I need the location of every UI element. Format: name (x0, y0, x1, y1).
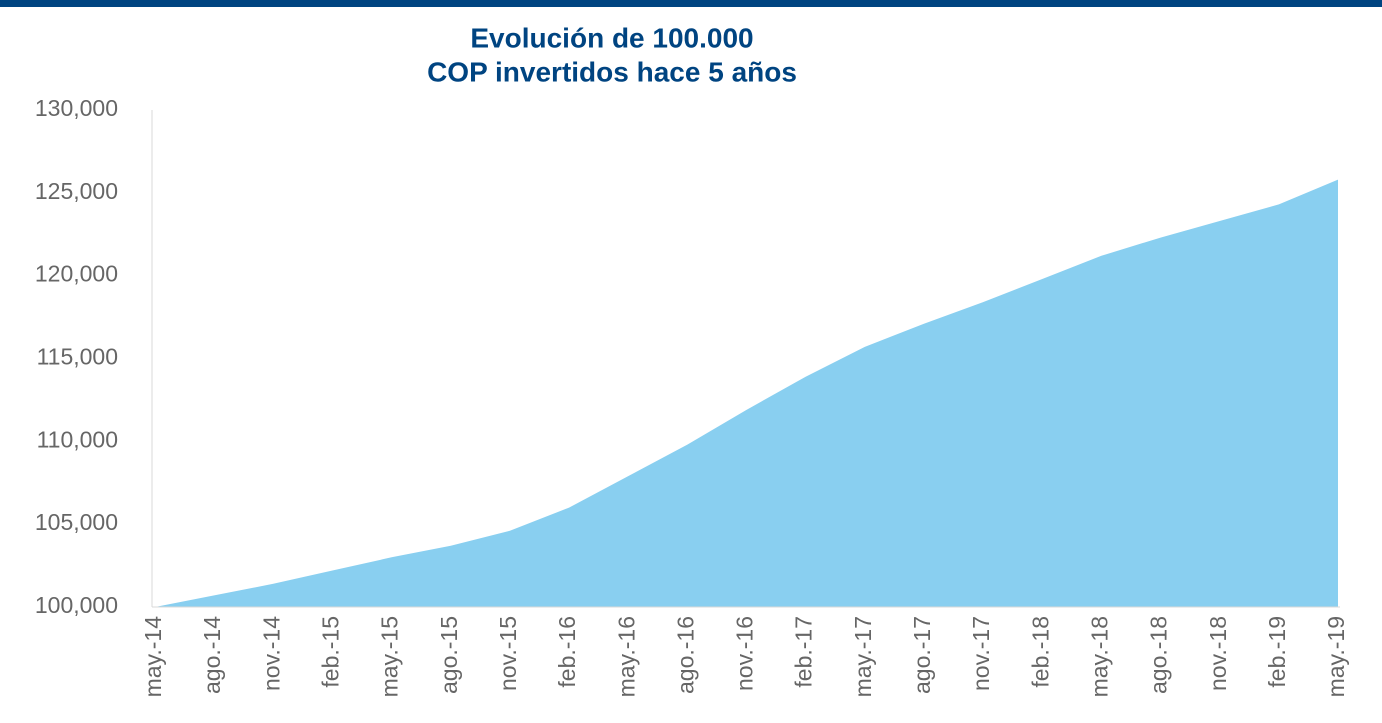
x-tick-label: nov.-15 (495, 616, 521, 691)
x-tick-label: may.-15 (377, 616, 403, 697)
x-tick-label: feb.-18 (1027, 616, 1053, 688)
x-tick-label: nov.-17 (968, 616, 994, 691)
x-tick-label: feb.-15 (318, 616, 344, 688)
x-tick-label: ago.-15 (436, 616, 462, 694)
chart-title: COP invertidos hace 5 años (427, 56, 797, 87)
y-tick-label: 120,000 (35, 261, 118, 287)
area (155, 179, 1338, 607)
y-tick-label: 100,000 (35, 592, 118, 618)
x-tick-label: ago.-17 (909, 616, 935, 694)
x-tick-label: ago.-18 (1146, 616, 1172, 694)
y-tick-label: 110,000 (37, 426, 118, 452)
chart-title: Evolución de 100.000 (470, 22, 753, 53)
y-tick-label: 115,000 (37, 344, 118, 370)
x-tick-label: nov.-16 (732, 616, 758, 691)
x-tick-label: nov.-18 (1205, 616, 1231, 691)
y-tick-label: 130,000 (35, 95, 118, 121)
x-tick-label: nov.-14 (258, 616, 284, 691)
y-tick-label: 125,000 (35, 178, 118, 204)
x-tick-label: may.-16 (613, 616, 639, 697)
x-tick-label: ago.-16 (672, 616, 698, 694)
x-tick-label: feb.-17 (791, 616, 817, 688)
x-tick-label: may.-17 (850, 616, 876, 697)
x-tick-label: ago.-14 (199, 616, 225, 694)
x-tick-label: may.-14 (140, 616, 166, 698)
top-bar (0, 0, 1382, 7)
x-tick-label: may.-18 (1086, 616, 1112, 697)
x-tick-label: feb.-19 (1264, 616, 1290, 688)
x-tick-label: may.-19 (1323, 616, 1349, 697)
y-tick-label: 105,000 (35, 509, 118, 535)
x-tick-label: feb.-16 (554, 616, 580, 688)
